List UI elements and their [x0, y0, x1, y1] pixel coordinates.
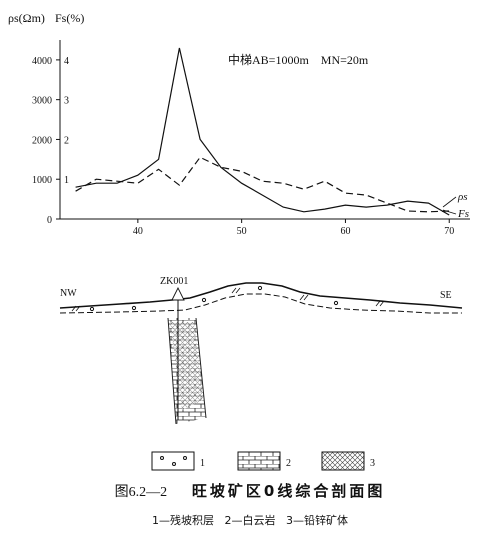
label-se: SE	[440, 290, 452, 301]
figure-title: 旺坡矿区0线综合剖面图	[191, 482, 386, 500]
residual-base	[59, 293, 462, 314]
svg-text:3: 3	[370, 458, 375, 469]
y-left-tick-label: 2000	[32, 135, 52, 146]
legend: 1 2 3	[151, 451, 375, 471]
chart-axes	[59, 40, 470, 220]
y-left-axis-label: ρs(Ωm)	[8, 11, 45, 25]
borehole-marker-icon	[171, 286, 185, 301]
label-nw: NW	[60, 288, 77, 299]
x-ticks: 40 50 60 70	[133, 219, 454, 237]
legend-caption: 1—残坡积层 2—白云岩 3—铅锌矿体	[152, 514, 348, 527]
y-right-tick-label: 1	[64, 175, 69, 186]
y-left-tick-label: 3000	[32, 96, 52, 107]
svg-text:1: 1	[200, 458, 205, 469]
series-label-rho: ρs	[457, 191, 468, 203]
legend-item-3: 3	[321, 451, 375, 471]
x-tick-label: 60	[340, 226, 350, 237]
x-tick-label: 40	[133, 226, 143, 237]
label-borehole: ZK001	[160, 276, 188, 287]
x-tick-label: 70	[444, 226, 454, 237]
y-left-ticks: 0 1000 2000 3000 4000	[32, 56, 60, 226]
svg-text:2: 2	[286, 458, 291, 469]
series-rho-line	[75, 47, 450, 216]
y-right-axis-label: Fs(%)	[55, 11, 84, 25]
y-right-tick-label: 3	[64, 96, 69, 107]
y-left-tick-label: 4000	[32, 56, 52, 67]
figure-caption: 图6.2—2 旺坡矿区0线综合剖面图	[0, 480, 500, 501]
series-label-fs: Fs	[457, 208, 469, 220]
y-right-tick-label: 4	[64, 56, 69, 67]
series-lines	[75, 47, 450, 216]
figure-number: 图6.2—2	[114, 485, 168, 500]
y-left-tick-label: 0	[47, 215, 52, 226]
x-tick-label: 50	[237, 226, 247, 237]
y-left-tick-label: 1000	[32, 175, 52, 186]
cross-section	[59, 282, 463, 425]
y-right-ticks: 1 2 3 4	[64, 56, 69, 186]
y-right-tick-label: 2	[64, 135, 69, 146]
legend-item-1: 1	[151, 451, 205, 471]
legend-item-2: 2	[237, 451, 291, 471]
survey-annotation: 中梯AB=1000m MN=20m	[228, 52, 369, 67]
